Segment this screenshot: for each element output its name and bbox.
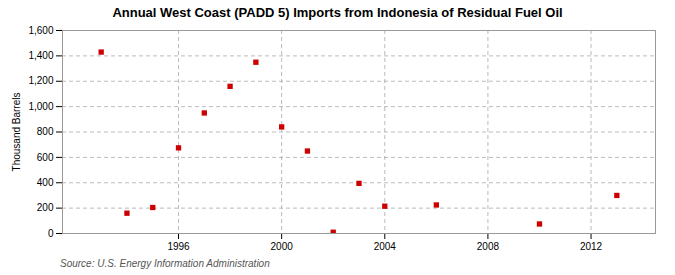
svg-text:600: 600	[37, 152, 54, 163]
svg-text:2000: 2000	[271, 241, 294, 252]
svg-text:1,600: 1,600	[28, 25, 53, 36]
html-text:Annual West Coast (PADD 5) Imp: Annual West Coast (PADD 5) Imports from …	[112, 5, 563, 20]
svg-text:200: 200	[37, 202, 54, 213]
svg-text:800: 800	[37, 126, 54, 137]
svg-text:2008: 2008	[477, 241, 500, 252]
svg-text:2004: 2004	[374, 241, 397, 252]
svg-text:2012: 2012	[580, 241, 603, 252]
html-text:Source: U.S. Energy Informatio: Source: U.S. Energy Information Administ…	[60, 258, 270, 269]
svg-text:0: 0	[48, 228, 54, 239]
svg-text:400: 400	[37, 177, 54, 188]
svg-text:1,200: 1,200	[28, 75, 53, 86]
svg-text:Thousand Barrels: Thousand Barrels	[11, 93, 22, 172]
svg-text:1996: 1996	[167, 241, 190, 252]
svg-text:1,400: 1,400	[28, 50, 53, 61]
svg-text:1,000: 1,000	[28, 101, 53, 112]
